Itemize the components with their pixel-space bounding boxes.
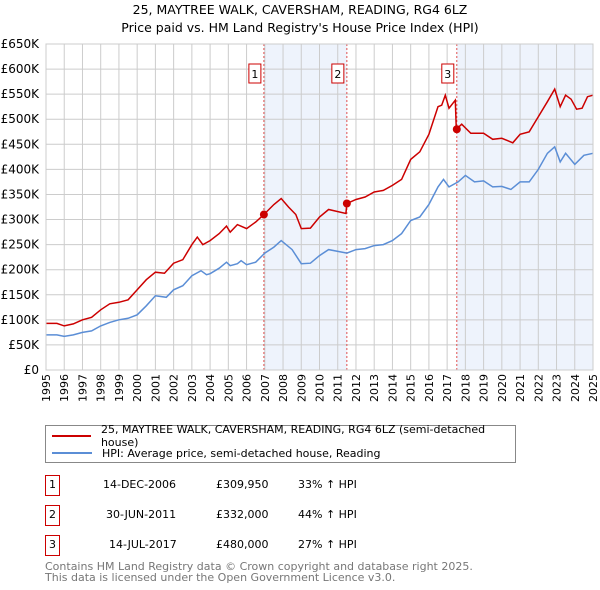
x-tick-label: 2024 bbox=[569, 374, 582, 402]
x-tick-label: 1998 bbox=[95, 374, 108, 402]
x-tick-label: 2002 bbox=[168, 374, 181, 402]
y-tick-label: £450K bbox=[1, 137, 41, 151]
sale-hpi-diff: 33% ↑ HPI bbox=[298, 478, 357, 491]
plot-border bbox=[45, 43, 594, 371]
y-tick-label: £250K bbox=[1, 238, 41, 252]
y-tick-label: £650K bbox=[1, 37, 41, 51]
x-tick-label: 2023 bbox=[551, 374, 564, 402]
x-tick-label: 2022 bbox=[532, 374, 545, 402]
legend-swatch-hpi bbox=[52, 452, 92, 454]
x-tick-label: 1995 bbox=[40, 374, 53, 402]
legend-item-property: 25, MAYTREE WALK, CAVERSHAM, READING, RG… bbox=[46, 423, 515, 449]
y-tick-label: £500K bbox=[1, 112, 41, 126]
sale-price: £332,000 bbox=[216, 508, 269, 521]
y-tick-label: £300K bbox=[1, 213, 41, 227]
footer-licence: This data is licensed under the Open Gov… bbox=[45, 571, 396, 584]
property-price-line bbox=[46, 87, 594, 327]
x-tick-label: 1999 bbox=[113, 374, 126, 402]
x-tick-label: 2009 bbox=[295, 374, 308, 402]
sale-point bbox=[259, 210, 268, 219]
y-tick-label: £0 bbox=[24, 363, 39, 377]
x-tick-label: 2003 bbox=[186, 374, 199, 402]
chart-subtitle: Price paid vs. HM Land Registry's House … bbox=[121, 20, 479, 35]
y-tick-label: £150K bbox=[1, 288, 41, 302]
sale-number-box bbox=[441, 63, 455, 84]
y-tick-label: £600K bbox=[1, 62, 41, 76]
x-tick-label: 1996 bbox=[58, 374, 71, 402]
x-tick-label: 2004 bbox=[204, 374, 217, 402]
x-tick-label: 2025 bbox=[587, 374, 600, 402]
y-tick-label: £400K bbox=[1, 162, 41, 176]
x-tick-label: 2011 bbox=[332, 374, 345, 402]
x-tick-label: 1997 bbox=[76, 374, 89, 402]
x-tick-label: 2001 bbox=[149, 374, 162, 402]
y-tick-label: £200K bbox=[1, 263, 41, 277]
y-tick-label: £100K bbox=[1, 313, 41, 327]
sale-number-label: 3 bbox=[444, 68, 451, 81]
price-chart: 1995 1996 1997 1998 1999 2000 2001 2002 2003 2004… bbox=[1, 37, 600, 402]
sale-hpi-diff: 44% ↑ HPI bbox=[298, 508, 357, 521]
legend-label-property: 25, MAYTREE WALK, CAVERSHAM, READING, RG… bbox=[100, 423, 486, 449]
legend-label-hpi: HPI: Average price, semi-detached house,… bbox=[102, 446, 381, 460]
sale-hpi-diff: 27% ↑ HPI bbox=[298, 538, 357, 551]
x-tick-label: 2021 bbox=[514, 374, 527, 402]
legend: 25, MAYTREE WALK, CAVERSHAM, READING, RG… bbox=[45, 423, 516, 463]
sale-number-box bbox=[331, 63, 345, 84]
sale-date: 14-DEC-2006 bbox=[103, 478, 177, 491]
chart-title: 25, MAYTREE WALK, CAVERSHAM, READING, RG… bbox=[132, 2, 468, 17]
y-tick-label: £550K bbox=[1, 87, 41, 101]
y-tick-label: £350K bbox=[1, 187, 41, 201]
sale-date: 30-JUN-2011 bbox=[106, 508, 177, 521]
x-tick-label: 2018 bbox=[459, 374, 472, 402]
x-tick-label: 2019 bbox=[478, 374, 491, 402]
x-tick-label: 2020 bbox=[496, 374, 509, 402]
x-tick-label: 2014 bbox=[386, 374, 399, 402]
sale-date: 14-JUL-2017 bbox=[109, 538, 177, 551]
x-tick-label: 2008 bbox=[277, 374, 290, 402]
legend-swatch-property bbox=[52, 435, 91, 437]
y-tick-label: £50K bbox=[8, 338, 40, 352]
shaded-period bbox=[456, 44, 593, 370]
x-tick-label: 2015 bbox=[405, 374, 418, 402]
sale-number-box bbox=[248, 63, 262, 84]
sale-number-badge: 1 bbox=[45, 475, 60, 496]
sale-price: £480,000 bbox=[216, 538, 269, 551]
x-tick-label: 2010 bbox=[314, 374, 327, 402]
x-tick-label: 2017 bbox=[441, 374, 454, 402]
footer-copyright: Contains HM Land Registry data © Crown c… bbox=[45, 560, 473, 573]
sale-number-badge: 2 bbox=[45, 505, 60, 526]
sale-point bbox=[452, 125, 461, 134]
sale-number-label: 2 bbox=[334, 68, 341, 81]
sale-number-label: 1 bbox=[251, 68, 258, 81]
x-tick-label: 2012 bbox=[350, 374, 363, 402]
sale-price: £309,950 bbox=[216, 478, 269, 491]
legend-item-hpi: HPI: Average price, semi-detached house,… bbox=[46, 445, 381, 461]
x-tick-label: 2013 bbox=[368, 374, 381, 402]
sale-number-badge: 3 bbox=[45, 535, 60, 556]
sale-point bbox=[342, 199, 351, 208]
x-tick-label: 2006 bbox=[241, 374, 254, 402]
hpi-line bbox=[46, 145, 594, 338]
x-tick-label: 2007 bbox=[259, 374, 272, 402]
x-tick-label: 2005 bbox=[222, 374, 235, 402]
x-tick-label: 2016 bbox=[423, 374, 436, 402]
shaded-period bbox=[263, 44, 347, 370]
x-tick-label: 2000 bbox=[131, 374, 144, 402]
